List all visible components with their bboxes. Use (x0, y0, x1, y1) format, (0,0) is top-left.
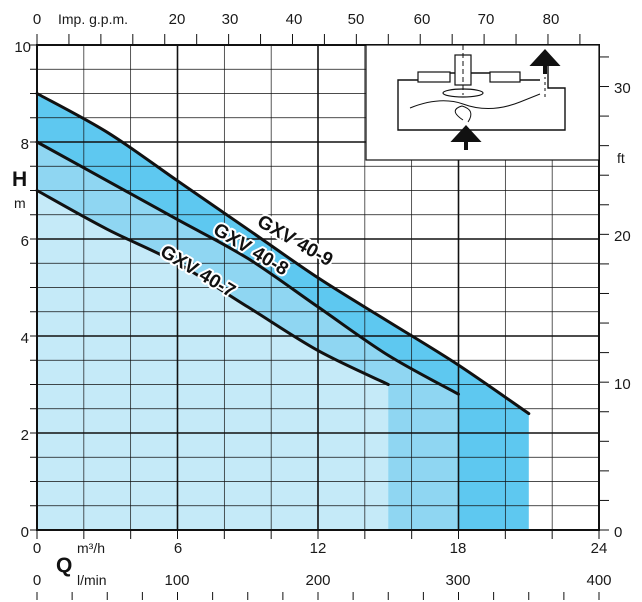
y-tick-ft: 20 (614, 228, 631, 245)
y-tick-m: 0 (21, 524, 29, 541)
x-tick-m3h: 18 (450, 540, 467, 557)
x-axis-lmin: 0 100 200 300 400 l/min (33, 572, 612, 589)
x-axis-m3h: 0 6 12 18 24 m³/h Q (33, 540, 608, 577)
y-tick-ft: 30 (614, 80, 631, 97)
x-unit-lmin: l/min (77, 572, 107, 588)
x-tick-lmin: 100 (164, 572, 189, 589)
x-tick-gpm: 70 (478, 11, 495, 28)
y-tick-m: 6 (21, 233, 29, 250)
x-tick-m3h: 6 (174, 540, 182, 557)
series-line (35, 140, 460, 396)
y-tick-ft: 0 (614, 524, 622, 541)
y-tick-ft: 10 (614, 376, 631, 393)
y-unit-m: m (14, 195, 26, 211)
x-tick-gpm: 30 (222, 11, 239, 28)
y-tick-m: 8 (21, 136, 29, 153)
x-tick-lmin: 300 (445, 572, 470, 589)
y-axis-m: 10 8 6 4 2 0 H m (12, 39, 31, 541)
x-axis-label: Q (56, 554, 72, 577)
x-tick-gpm: 20 (169, 11, 186, 28)
y-tick-m: 10 (14, 39, 31, 56)
y-unit-ft: ft (617, 150, 625, 166)
x-tick-gpm: 80 (543, 11, 560, 28)
x-tick-gpm: 0 (33, 11, 41, 28)
x-tick-m3h: 12 (310, 540, 327, 557)
x-tick-gpm: 40 (286, 11, 303, 28)
series-line (35, 92, 531, 416)
y-tick-m: 4 (21, 330, 29, 347)
x-tick-lmin: 200 (305, 572, 330, 589)
x-tick-lmin: 0 (33, 572, 41, 589)
x-unit-m3h: m³/h (77, 540, 105, 556)
x-tick-gpm: 60 (414, 11, 431, 28)
x-tick-lmin: 400 (586, 572, 611, 589)
x-tick-m3h: 0 (33, 540, 41, 557)
y-tick-m: 2 (21, 427, 29, 444)
y-axis-ft: 30 20 10 0 ft (614, 80, 631, 541)
x-unit-gpm: Imp. g.p.m. (58, 11, 128, 27)
y-axis-label: H (12, 168, 27, 191)
series-line (35, 189, 390, 386)
pump-curves (35, 92, 531, 416)
axis-ticks (30, 34, 609, 600)
x-axis-gpm: 0 20 30 40 50 60 70 80 Imp. g.p.m. (33, 11, 560, 28)
x-tick-m3h: 24 (591, 540, 608, 557)
pump-schematic-icon (365, 44, 600, 161)
x-tick-gpm: 50 (348, 11, 365, 28)
